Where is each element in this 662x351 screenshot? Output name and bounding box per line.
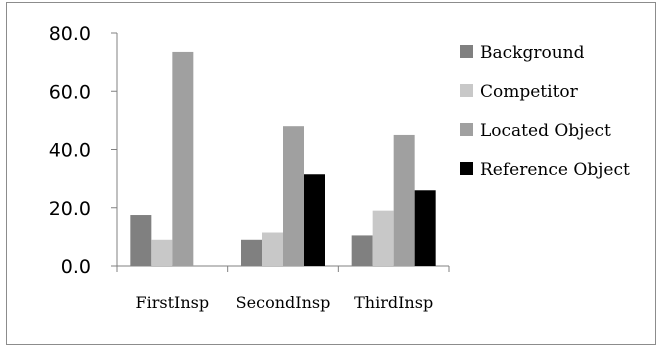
legend-swatch xyxy=(460,162,473,175)
x-tick-label: FirstInsp xyxy=(136,293,210,312)
bar-competitor xyxy=(372,210,394,266)
y-tick-label: 80.0 xyxy=(49,23,91,45)
bar-located-object xyxy=(172,51,194,267)
legend-swatch xyxy=(460,84,473,97)
bar-competitor xyxy=(151,239,173,266)
bar-reference-object xyxy=(414,190,436,266)
bar-background xyxy=(130,215,152,266)
legend-swatch xyxy=(460,45,473,58)
legend-label: Competitor xyxy=(480,82,579,102)
x-tick-label: ThirdInsp xyxy=(354,293,433,312)
legend-label: Located Object xyxy=(480,121,611,141)
y-ticks: 0.0 20.0 40.0 60.0 80.0 xyxy=(49,23,117,278)
bar-located-object xyxy=(393,134,415,266)
bar-competitor xyxy=(262,232,283,266)
x-tick-label: SecondInsp xyxy=(236,293,331,312)
x-ticks: FirstInsp SecondInsp ThirdInsp xyxy=(116,266,450,312)
bars xyxy=(130,51,436,267)
chart-frame xyxy=(6,2,656,345)
legend-label: Reference Object xyxy=(480,160,630,180)
y-tick-label: 60.0 xyxy=(49,81,91,103)
legend-label: Background xyxy=(480,43,585,63)
y-tick-label: 0.0 xyxy=(61,256,91,278)
legend-swatch xyxy=(460,123,473,136)
bar-reference-object xyxy=(304,174,325,266)
bar-background xyxy=(241,239,262,266)
legend: Background Competitor Located Object Refere… xyxy=(460,43,630,180)
bar-background xyxy=(351,235,373,266)
y-tick-label: 40.0 xyxy=(49,140,91,162)
y-tick-label: 20.0 xyxy=(49,198,91,220)
bar-located-object xyxy=(283,126,304,266)
